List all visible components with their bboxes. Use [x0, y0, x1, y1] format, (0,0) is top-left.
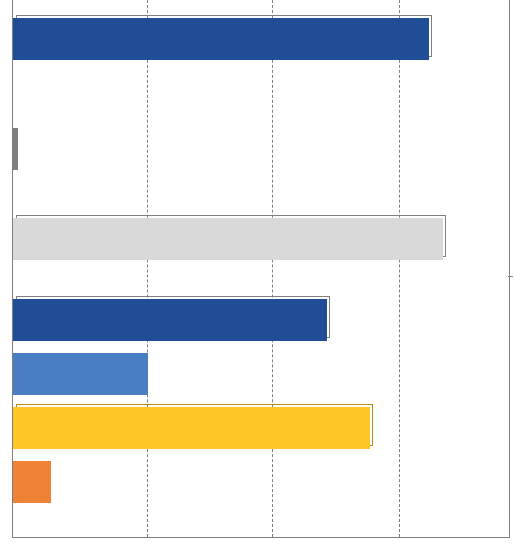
- bar-3-gray: [13, 218, 443, 260]
- bar-6-gold-row: [13, 407, 510, 449]
- bar-1-navy: [13, 18, 429, 60]
- bar-4-navy-row: [13, 299, 510, 341]
- gridline-3: [399, 0, 400, 537]
- bar-7-orange: [13, 461, 51, 503]
- bar-7-orange-row: [13, 461, 510, 503]
- gridline-1: [147, 0, 148, 537]
- bar-3-gray-row: [13, 218, 510, 260]
- horizontal-bar-chart: [0, 0, 515, 552]
- bar-5-blue-row: [13, 353, 510, 395]
- bar-5-blue: [13, 353, 148, 395]
- bar-6-gold: [13, 407, 370, 449]
- bar-2-sliver-row: [13, 128, 510, 170]
- bar-2-sliver: [13, 128, 18, 170]
- plot-area: [12, 0, 510, 538]
- bar-4-navy: [13, 299, 327, 341]
- right-edge-line: [509, 0, 510, 537]
- gridline-2: [272, 0, 273, 537]
- bar-1-navy-row: [13, 18, 510, 60]
- tick-line-right: [508, 276, 513, 277]
